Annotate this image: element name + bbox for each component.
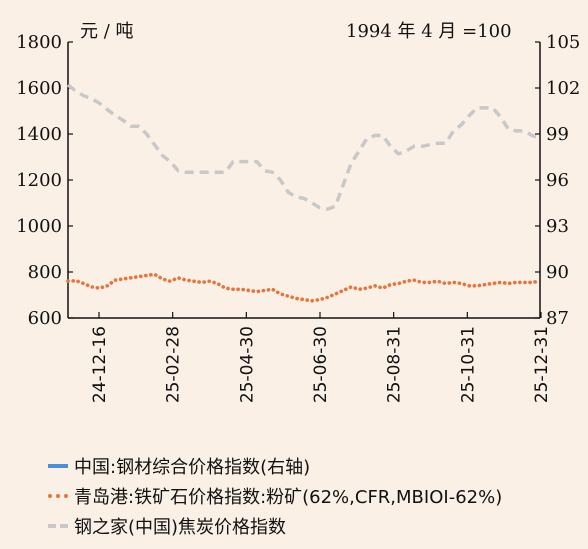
left-tick-label: 1600 — [16, 78, 62, 99]
x-axis: 24-12-16 25-02-28 25-04-30 25-06-30 25-08-31… — [90, 312, 552, 403]
left-tick-label: 1800 — [16, 32, 62, 53]
right-tick-label: 102 — [546, 78, 580, 99]
left-axis: 600 800 1000 1200 1400 1600 1800 — [16, 32, 73, 329]
left-tick-label: 1400 — [16, 124, 62, 145]
right-tick-label: 93 — [546, 216, 569, 237]
right-tick-label: 87 — [546, 308, 569, 329]
x-tick-label: 25-10-31 — [458, 326, 478, 403]
legend-item-coke: 钢之家(中国)焦炭价格指数 — [48, 513, 286, 539]
x-tick-label: 25-08-31 — [385, 326, 405, 403]
left-tick-label: 600 — [28, 308, 62, 329]
x-tick-label: 24-12-16 — [90, 326, 110, 403]
legend-item-steel: 中国:钢材综合价格指数(右轴) — [48, 453, 310, 479]
legend-label-coke: 钢之家(中国)焦炭价格指数 — [74, 517, 287, 538]
left-unit-label: 元 / 吨 — [80, 21, 134, 42]
right-unit-label: 1994 年 4 月 =100 — [346, 21, 512, 42]
right-tick-label: 96 — [546, 170, 569, 191]
right-tick-label: 105 — [546, 32, 580, 53]
legend-swatch-iron-ore — [48, 494, 68, 498]
x-tick-label: 25-02-28 — [164, 326, 184, 403]
legend-label-steel: 中国:钢材综合价格指数(右轴) — [74, 457, 311, 478]
right-tick-label: 90 — [546, 262, 569, 283]
x-tick-label: 25-06-30 — [311, 326, 331, 403]
series-line-iron-ore — [66, 272, 542, 303]
legend-item-iron-ore: 青岛港:铁矿石价格指数:粉矿(62%,CFR,MBIOI-62%) — [48, 483, 502, 509]
legend-swatch-coke — [48, 524, 68, 528]
legend-swatch-steel — [48, 464, 68, 468]
legend-label-iron-ore: 青岛港:铁矿石价格指数:粉矿(62%,CFR,MBIOI-62%) — [74, 487, 503, 508]
plot-frame — [67, 42, 541, 319]
x-tick-label: 25-12-31 — [532, 326, 552, 403]
x-tick-label: 25-04-30 — [237, 326, 257, 403]
left-tick-label: 1000 — [16, 216, 62, 237]
series-line-coke — [66, 83, 541, 211]
series-layer — [66, 83, 542, 303]
right-axis: 87 90 93 96 99 102 105 — [535, 32, 580, 329]
left-tick-label: 800 — [28, 262, 62, 283]
left-tick-label: 1200 — [16, 170, 62, 191]
right-tick-label: 99 — [546, 124, 569, 145]
